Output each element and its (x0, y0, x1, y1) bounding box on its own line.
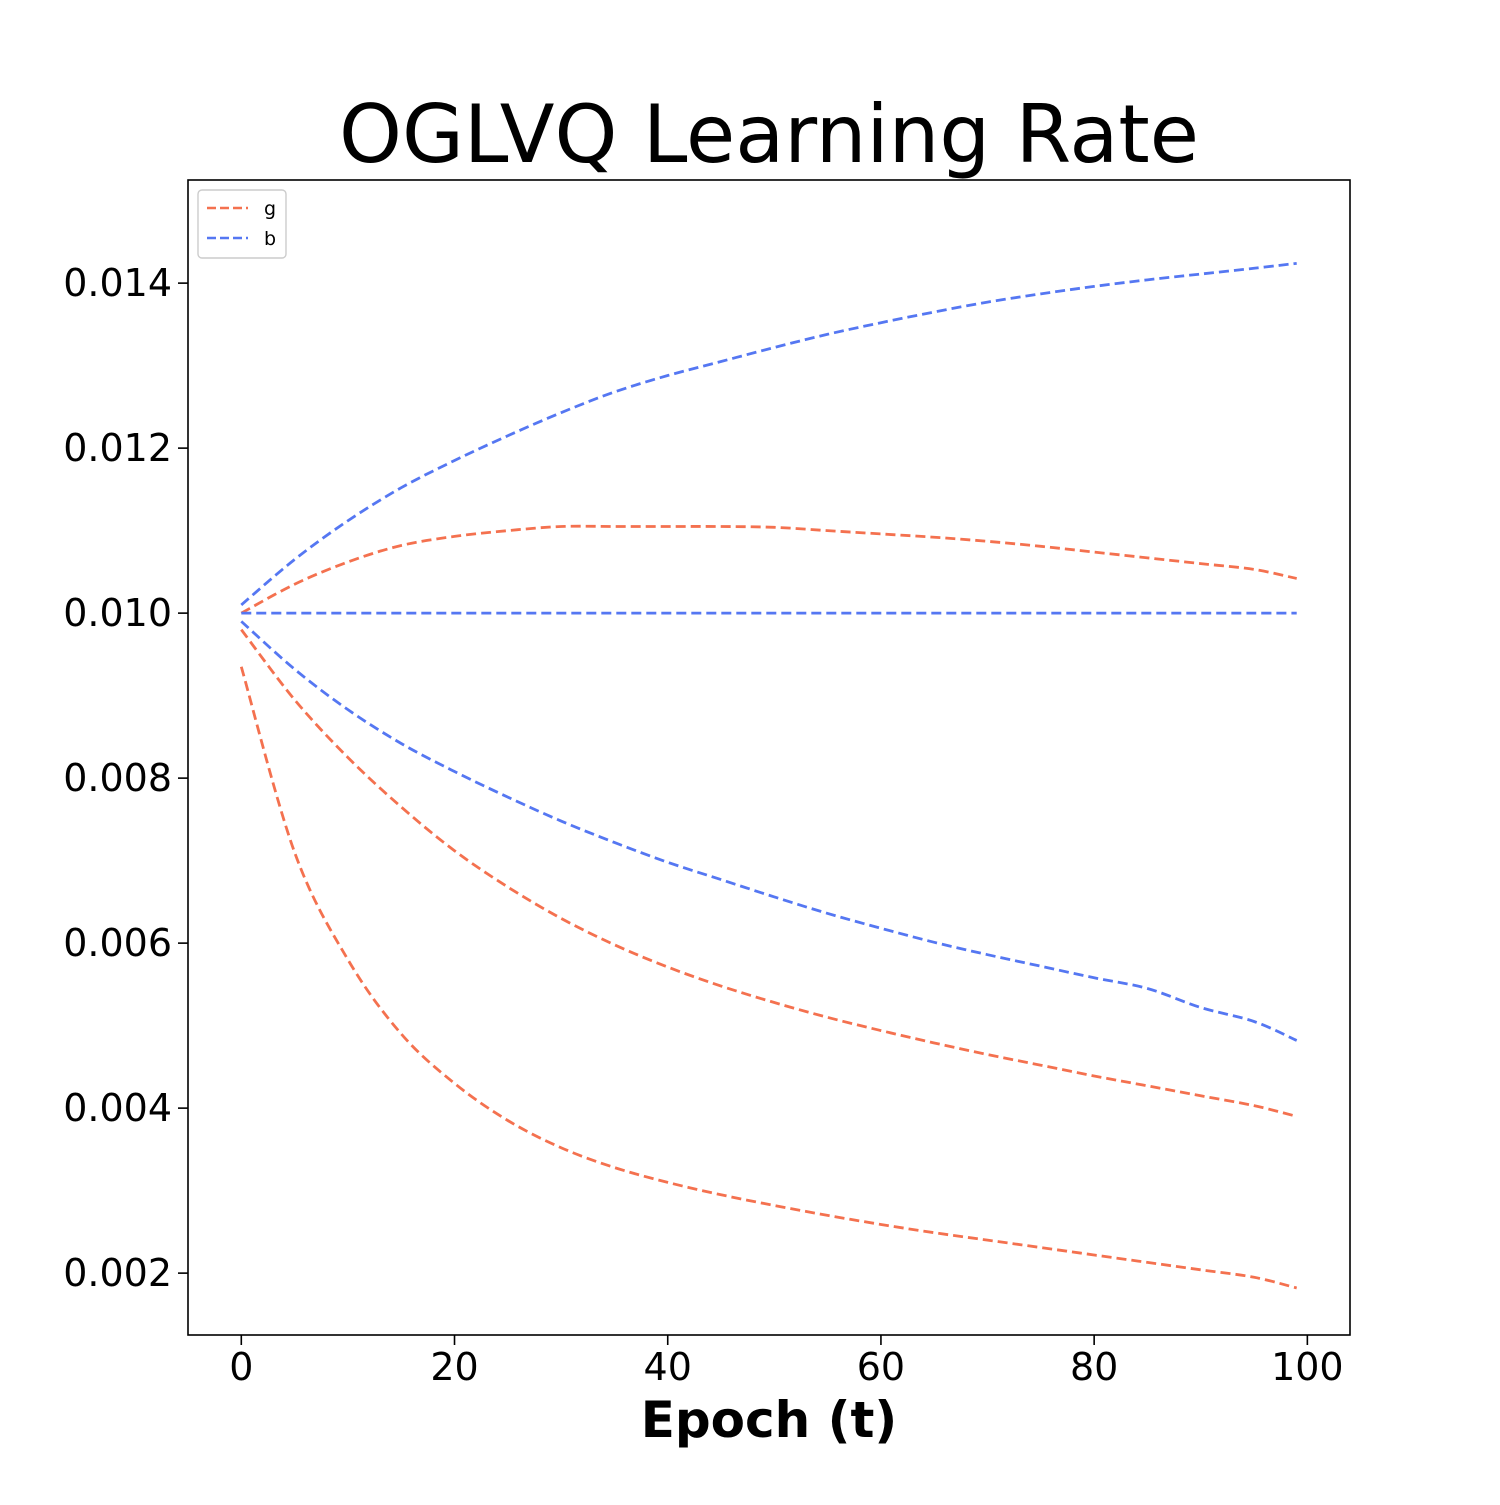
plot-frame (187, 179, 1351, 1336)
x-tick-label: 60 (857, 1345, 905, 1389)
legend-label-b: b (264, 228, 276, 250)
series-line-b-3 (240, 620, 1298, 1042)
y-tick-label: 0.004 (63, 1086, 172, 1130)
series-line-g-4 (240, 628, 1298, 1118)
y-tick-label: 0.006 (63, 921, 172, 965)
series-line-g-1 (240, 524, 1297, 615)
x-tick-label: 80 (1070, 1345, 1118, 1389)
x-tick-label: 0 (229, 1345, 253, 1389)
plot-lines (239, 261, 1298, 1290)
x-tick-label: 20 (430, 1345, 478, 1389)
y-tick-label: 0.002 (63, 1251, 172, 1295)
series-line-g-5 (239, 666, 1298, 1290)
y-tick-label: 0.012 (63, 426, 172, 470)
y-axis: 0.002 0.004 0.006 0.008 0.010 0.012 0.014 (63, 261, 188, 1295)
chart-title: OGLVQ Learning Rate (339, 88, 1199, 181)
x-tick-label: 100 (1271, 1345, 1344, 1389)
legend: g b (197, 189, 287, 259)
y-tick-label: 0.014 (63, 261, 172, 305)
series-line-b-0 (240, 261, 1297, 606)
legend-label-g: g (264, 198, 276, 220)
x-axis: 0 20 40 60 80 100 (229, 1335, 1344, 1389)
y-tick-label: 0.008 (63, 756, 172, 800)
x-axis-label: Epoch (t) (641, 1391, 898, 1449)
x-tick-label: 40 (644, 1345, 692, 1389)
y-tick-label: 0.010 (63, 591, 172, 635)
